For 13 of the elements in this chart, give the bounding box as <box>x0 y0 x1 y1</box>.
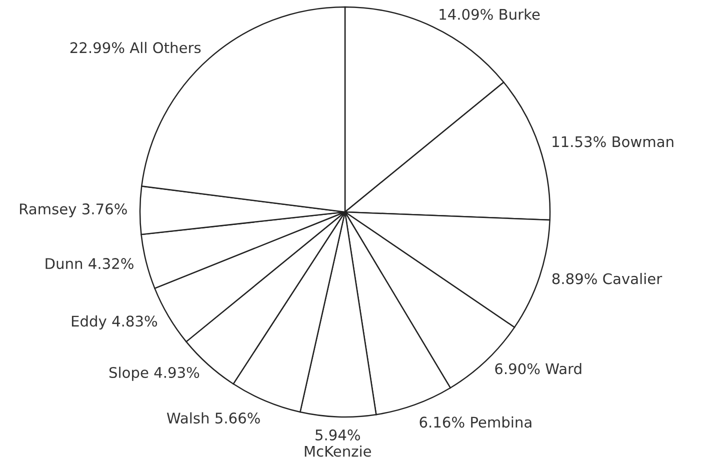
slice-label: 6.90% Ward <box>495 362 582 374</box>
slice-label: 6.16% Pembina <box>420 416 532 428</box>
slice-label: Eddy 4.83% <box>72 315 158 330</box>
slice-label: 14.09% Burke <box>440 8 540 20</box>
slice-label: Ramsey 3.76% <box>20 203 127 218</box>
slice-label: Dunn 4.32% <box>46 258 134 270</box>
slice-label: Walsh 5.66% <box>166 412 260 424</box>
slice-label: 11.53% Bowman <box>552 136 674 148</box>
slice-label: Slope 4.93% <box>109 366 200 381</box>
slice-label: 22.99% All Others <box>70 42 201 54</box>
slice-label: McKenzie <box>304 446 372 457</box>
slice-label: 8.89% Cavalier <box>552 272 662 284</box>
data-label: 5.94% <box>316 429 360 440</box>
